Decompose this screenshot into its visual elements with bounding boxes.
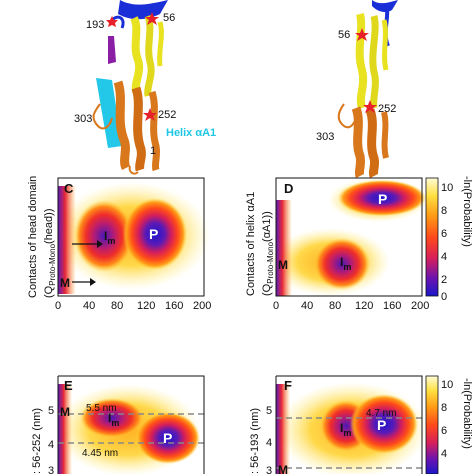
svg-text:5: 5 — [266, 405, 272, 417]
svg-text:120: 120 — [355, 300, 373, 312]
density-p — [123, 198, 187, 270]
density-im — [314, 238, 370, 290]
residue-56-marker — [145, 12, 159, 25]
density-im — [80, 398, 144, 438]
svg-text:200: 200 — [411, 300, 429, 312]
residue-56-marker — [355, 28, 369, 41]
panel-letter-e: E — [64, 378, 73, 393]
panel-f-ylabel: : 56-193 (nm) — [249, 408, 261, 474]
panel-f — [275, 375, 428, 474]
structure-label-193: 193 — [86, 19, 104, 31]
svg-text:10: 10 — [441, 379, 453, 391]
density-m-edge — [58, 384, 72, 474]
panel-d-ylabel-2: (QProto-Mono(αA1)) — [261, 211, 275, 296]
colorbar-top — [425, 177, 439, 297]
panel-f-yticks: 5 4 3 — [266, 405, 272, 474]
density-p — [350, 394, 418, 454]
svg-text:3: 3 — [266, 465, 272, 474]
residue-193-marker — [106, 16, 118, 27]
svg-text:4: 4 — [266, 437, 272, 449]
svg-text:4: 4 — [441, 251, 447, 263]
svg-text:160: 160 — [165, 300, 183, 312]
svg-text:3: 3 — [48, 465, 54, 474]
svg-text:120: 120 — [137, 300, 155, 312]
region-m-label: M — [60, 405, 70, 419]
svg-text:80: 80 — [329, 300, 341, 312]
region-p-label: P — [377, 417, 386, 433]
colorbar-top-ticks: 10 8 6 4 2 0 — [441, 182, 453, 303]
density-p — [338, 180, 426, 216]
svg-text:8: 8 — [441, 205, 447, 217]
region-im-label: Im — [108, 411, 119, 428]
annotation-4-45nm: 4.45 nm — [82, 448, 118, 459]
region-p-label: P — [163, 430, 172, 446]
annotation-4-7nm: 4.7 nm — [366, 408, 397, 419]
svg-text:8: 8 — [441, 402, 447, 414]
region-m-label: M — [60, 276, 70, 290]
structure-right — [337, 0, 398, 179]
density-p — [136, 412, 200, 464]
residue-252-marker — [143, 108, 157, 121]
svg-text:80: 80 — [111, 300, 123, 312]
arrow-head — [97, 240, 103, 248]
panel-c-xticks: 0 40 80 120 160 200 — [55, 300, 211, 312]
panel-e — [56, 375, 205, 474]
region-p-label: P — [378, 191, 387, 207]
colorbar-label: -ln(Probability) — [461, 378, 473, 449]
region-p-label: P — [149, 226, 158, 242]
density-im — [74, 200, 134, 272]
svg-text:160: 160 — [383, 300, 401, 312]
density-m-edge — [276, 200, 292, 296]
svg-text:4: 4 — [441, 448, 447, 460]
svg-text:40: 40 — [301, 300, 313, 312]
svg-text:6: 6 — [441, 425, 447, 437]
region-im-label: Im — [340, 255, 351, 272]
structure-label-56: 56 — [163, 12, 175, 24]
structure-label-56: 56 — [338, 29, 350, 41]
panel-c-ylabel-2: (QProto-Mono(head)) — [43, 209, 57, 299]
svg-text:10: 10 — [441, 182, 453, 194]
structure-label-1: 1 — [150, 145, 156, 157]
svg-text:0: 0 — [273, 300, 279, 312]
colorbar-label: -ln(Probability) — [461, 176, 473, 247]
svg-text:40: 40 — [83, 300, 95, 312]
structure-label-303: 303 — [74, 113, 92, 125]
residue-252-marker — [363, 100, 377, 113]
arrow-head — [90, 278, 96, 286]
svg-text:2: 2 — [441, 274, 447, 286]
panel-e-yticks: 5 4 3 — [48, 405, 54, 474]
panel-d — [270, 177, 428, 297]
colorbar-bottom — [425, 375, 439, 474]
region-im-label: Im — [340, 421, 351, 438]
density-m-edge — [276, 384, 290, 474]
svg-text:4: 4 — [48, 439, 54, 451]
colorbar-bottom-ticks: 10 8 6 4 — [441, 379, 453, 460]
panel-d-xticks: 0 40 80 120 160 200 — [273, 300, 429, 312]
region-m-label: M — [278, 258, 288, 272]
structure-label-252: 252 — [378, 103, 396, 115]
panel-letter-d: D — [284, 181, 293, 196]
helix-label: Helix αA1 — [166, 127, 216, 139]
panel-c — [54, 177, 210, 297]
structure-label-303: 303 — [316, 131, 334, 143]
svg-text:6: 6 — [441, 228, 447, 240]
structure-left — [92, 0, 168, 175]
density-m-edge — [58, 186, 76, 294]
panel-c-ylabel: Contacts of head domain — [27, 176, 39, 298]
panel-letter-c: C — [64, 181, 74, 196]
svg-text:5: 5 — [48, 405, 54, 417]
svg-text:0: 0 — [441, 291, 447, 303]
region-m-label: M — [278, 463, 288, 474]
region-im-label: Im — [104, 229, 115, 246]
panel-letter-f: F — [284, 378, 292, 393]
panel-e-ylabel: : 56-252 (nm) — [31, 408, 43, 474]
annotation-5-5nm: 5.5 nm — [86, 403, 117, 414]
svg-text:200: 200 — [193, 300, 211, 312]
svg-text:0: 0 — [55, 300, 61, 312]
panel-d-ylabel: Contacts of helix αA1 — [245, 192, 257, 296]
structure-label-252: 252 — [158, 109, 176, 121]
